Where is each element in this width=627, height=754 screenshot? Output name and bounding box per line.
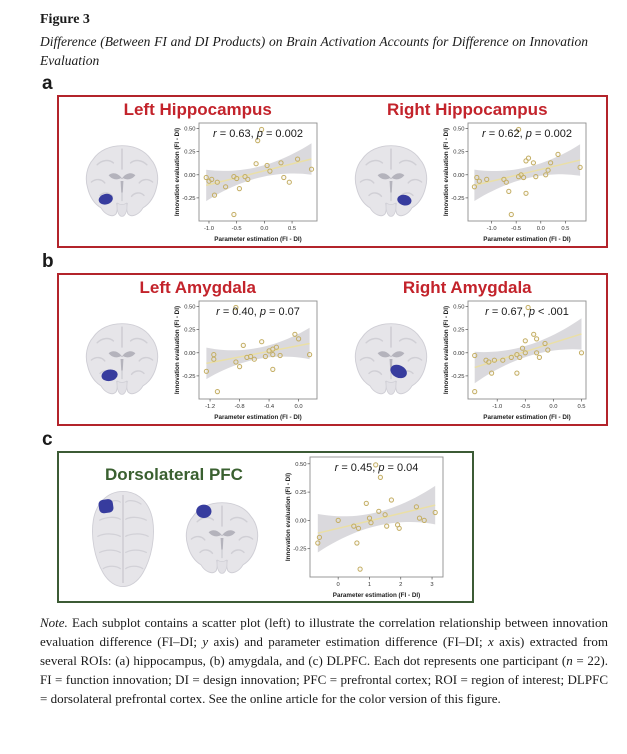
subpanel-left-hippocampus: Left Hippocampus -1.0 -0.5 0.0 0.5 0.50 0.25 0… [63, 98, 333, 245]
svg-text:r = 0.45, p = 0.04: r = 0.45, p = 0.04 [335, 462, 419, 474]
scatter-dlpfc-chart: 0 1 2 3 0.50 0.25 0.00 -0.25 Parameter estimatio… [285, 456, 444, 599]
subpanel-title-left-amygdala: Left Amygdala [139, 278, 256, 298]
svg-text:-0.25: -0.25 [182, 196, 195, 202]
roi-left-amygdala [101, 369, 118, 381]
svg-text:0.25: 0.25 [184, 328, 195, 334]
svg-text:-1.0: -1.0 [204, 226, 214, 232]
svg-text:r = 0.62, p = 0.002: r = 0.62, p = 0.002 [482, 128, 572, 140]
svg-text:3: 3 [430, 582, 433, 588]
svg-text:0.0: 0.0 [294, 404, 302, 410]
note-text: Note. Each subplot contains a scatter pl… [40, 615, 608, 706]
svg-text:0.50: 0.50 [453, 126, 464, 132]
svg-text:0.00: 0.00 [295, 519, 306, 525]
subpanel-right-amygdala: Right Amygdala -1.0 -0.5 0.0 0.5 0.50 0.25 0.0… [333, 276, 603, 423]
svg-text:0.0: 0.0 [550, 404, 558, 410]
section-label-c: c [42, 429, 53, 451]
panel-hippocampus: Left Hippocampus -1.0 -0.5 0.0 0.5 0.50 0.25 0… [57, 95, 608, 249]
svg-text:-0.5: -0.5 [521, 404, 531, 410]
svg-text:0.5: 0.5 [562, 226, 570, 232]
svg-text:0.5: 0.5 [578, 404, 586, 410]
svg-text:1: 1 [368, 582, 371, 588]
panel-dlpfc: Dorsolateral PFC 0 1 2 3 0.50 0.25 0.00 -0.25 Pa… [57, 451, 474, 604]
subpanel-dlpfc: Dorsolateral PFC [65, 463, 283, 593]
figure-caption: Difference (Between FI and DI Products) … [40, 34, 588, 69]
svg-text:0.00: 0.00 [184, 173, 195, 179]
svg-text:-0.5: -0.5 [511, 226, 521, 232]
svg-text:0.00: 0.00 [453, 351, 464, 357]
figure-label: Figure 3 [40, 12, 90, 27]
subpanel-title-left-hippocampus: Left Hippocampus [123, 100, 272, 120]
svg-text:-0.25: -0.25 [452, 374, 465, 380]
svg-text:r = 0.63, p = 0.002: r = 0.63, p = 0.002 [213, 128, 303, 140]
scatter-left-amygdala-chart: -1.2 -0.8 -0.4 0.0 0.50 0.25 0.00 -0.25 Paramete… [174, 300, 318, 421]
svg-text:-1.0: -1.0 [492, 404, 502, 410]
svg-text:Parameter estimation (FI - DI): Parameter estimation (FI - DI) [333, 592, 420, 599]
brain-coronal-right-amygdala-image [354, 322, 428, 395]
svg-text:0.00: 0.00 [184, 351, 195, 357]
panel-amygdala: Left Amygdala -1.2 -0.8 -0.4 0.0 0.50 0.25 0.0… [57, 273, 608, 427]
brain-coronal-dlpfc-image [185, 502, 259, 575]
brain-coronal-left-hippocampus-image [85, 144, 159, 217]
svg-text:-0.5: -0.5 [231, 226, 241, 232]
svg-text:Parameter estimation (FI - DI): Parameter estimation (FI - DI) [484, 236, 571, 243]
svg-text:0.0: 0.0 [537, 226, 545, 232]
svg-text:Innovation evaluation (FI - DI: Innovation evaluation (FI - DI) [174, 306, 181, 394]
scatter-right-hippocampus-chart: -1.0 -0.5 0.0 0.5 0.50 0.25 0.00 -0.25 Parameter… [443, 122, 587, 243]
roi-right-hippocampus [397, 194, 412, 206]
scatter-right-amygdala-chart: -1.0 -0.5 0.0 0.5 0.50 0.25 0.00 -0.25 Parameter… [443, 300, 587, 421]
svg-text:0: 0 [337, 582, 340, 588]
svg-text:Parameter estimation (FI - DI): Parameter estimation (FI - DI) [214, 236, 301, 243]
svg-text:Parameter estimation (FI - DI): Parameter estimation (FI - DI) [214, 414, 301, 421]
svg-text:-0.4: -0.4 [264, 404, 275, 410]
svg-text:0.50: 0.50 [295, 462, 306, 468]
roi-left-hippocampus [98, 193, 113, 205]
svg-text:0.25: 0.25 [295, 490, 306, 496]
svg-text:Innovation evaluation (FI - DI: Innovation evaluation (FI - DI) [174, 128, 181, 216]
svg-text:-0.25: -0.25 [182, 374, 195, 380]
brain-coronal-right-hippocampus-image [354, 144, 428, 217]
svg-text:-0.8: -0.8 [234, 404, 244, 410]
svg-text:0.00: 0.00 [453, 173, 464, 179]
scatter-left-hippocampus-chart: -1.0 -0.5 0.0 0.5 0.50 0.25 0.00 -0.25 Parameter… [174, 122, 318, 243]
svg-text:0.25: 0.25 [453, 150, 464, 156]
svg-text:0.5: 0.5 [288, 226, 296, 232]
svg-text:Innovation evaluation (FI - DI: Innovation evaluation (FI - DI) [443, 128, 450, 216]
svg-text:r = 0.40, p = 0.07: r = 0.40, p = 0.07 [216, 306, 300, 318]
svg-text:Innovation evaluation (FI - DI: Innovation evaluation (FI - DI) [443, 306, 450, 394]
svg-text:-0.25: -0.25 [293, 547, 306, 553]
roi-right-amygdala [390, 364, 408, 379]
roi-dlpfc-axial [98, 499, 114, 514]
svg-text:-1.0: -1.0 [487, 226, 497, 232]
svg-text:r = 0.67, p < .001: r = 0.67, p < .001 [485, 306, 569, 318]
roi-dlpfc-coronal [196, 504, 212, 519]
section-label-a: a [42, 73, 53, 95]
svg-text:Innovation evaluation (FI - DI: Innovation evaluation (FI - DI) [285, 473, 292, 561]
svg-text:0.25: 0.25 [184, 150, 195, 156]
svg-text:0.0: 0.0 [260, 226, 268, 232]
brain-axial-dlpfc-image [91, 490, 155, 588]
svg-text:0.50: 0.50 [184, 304, 195, 310]
subpanel-title-right-amygdala: Right Amygdala [402, 278, 532, 298]
brain-coronal-left-amygdala-image [85, 322, 159, 395]
svg-text:-1.2: -1.2 [205, 404, 215, 410]
subpanel-left-amygdala: Left Amygdala -1.2 -0.8 -0.4 0.0 0.50 0.25 0.0… [63, 276, 333, 423]
subpanel-right-hippocampus: Right Hippocampus -1.0 -0.5 0.0 0.5 0.50 0.25… [333, 98, 603, 245]
svg-text:0.50: 0.50 [453, 304, 464, 310]
subpanel-title-dlpfc: Dorsolateral PFC [105, 464, 243, 484]
subpanel-title-right-hippocampus: Right Hippocampus [386, 100, 548, 120]
svg-text:Parameter estimation (FI - DI): Parameter estimation (FI - DI) [484, 414, 571, 421]
svg-text:0.25: 0.25 [453, 328, 464, 334]
section-label-b: b [42, 251, 54, 273]
svg-text:2: 2 [399, 582, 402, 588]
svg-text:0.50: 0.50 [184, 126, 195, 132]
svg-text:-0.25: -0.25 [452, 196, 465, 202]
